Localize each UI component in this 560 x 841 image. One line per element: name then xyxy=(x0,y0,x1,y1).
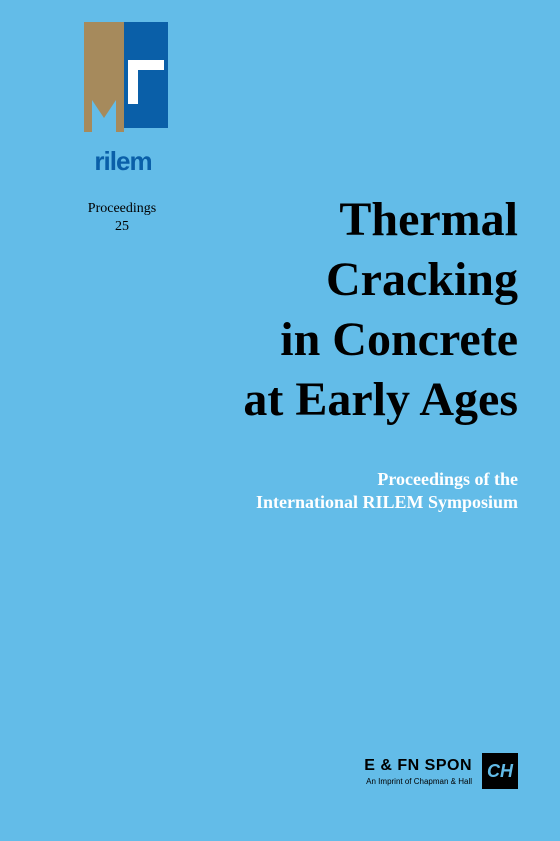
series-number: 25 xyxy=(72,218,172,236)
rilem-logo-block: rilem xyxy=(78,22,168,177)
subtitle-block: Proceedings of the International RILEM S… xyxy=(256,468,518,515)
title-line-3: in Concrete xyxy=(243,310,518,370)
publisher-logo-letters: CH xyxy=(487,761,513,782)
publisher-tagline: An Imprint of Chapman & Hall xyxy=(364,777,472,786)
main-title: Thermal Cracking in Concrete at Early Ag… xyxy=(243,190,518,430)
proceedings-label: Proceedings 25 xyxy=(72,200,172,236)
subtitle-line-1: Proceedings of the xyxy=(256,468,518,491)
rilem-logo-icon xyxy=(78,22,168,142)
title-line-2: Cracking xyxy=(243,250,518,310)
publisher-name: E & FN SPON xyxy=(364,757,472,775)
title-line-4: at Early Ages xyxy=(243,370,518,430)
publisher-block: E & FN SPON An Imprint of Chapman & Hall… xyxy=(364,753,518,789)
title-line-1: Thermal xyxy=(243,190,518,250)
publisher-logo-icon: CH xyxy=(482,753,518,789)
rilem-brand-text: rilem xyxy=(78,146,168,177)
series-label: Proceedings xyxy=(72,200,172,218)
publisher-text: E & FN SPON An Imprint of Chapman & Hall xyxy=(364,757,472,786)
subtitle-line-2: International RILEM Symposium xyxy=(256,491,518,514)
